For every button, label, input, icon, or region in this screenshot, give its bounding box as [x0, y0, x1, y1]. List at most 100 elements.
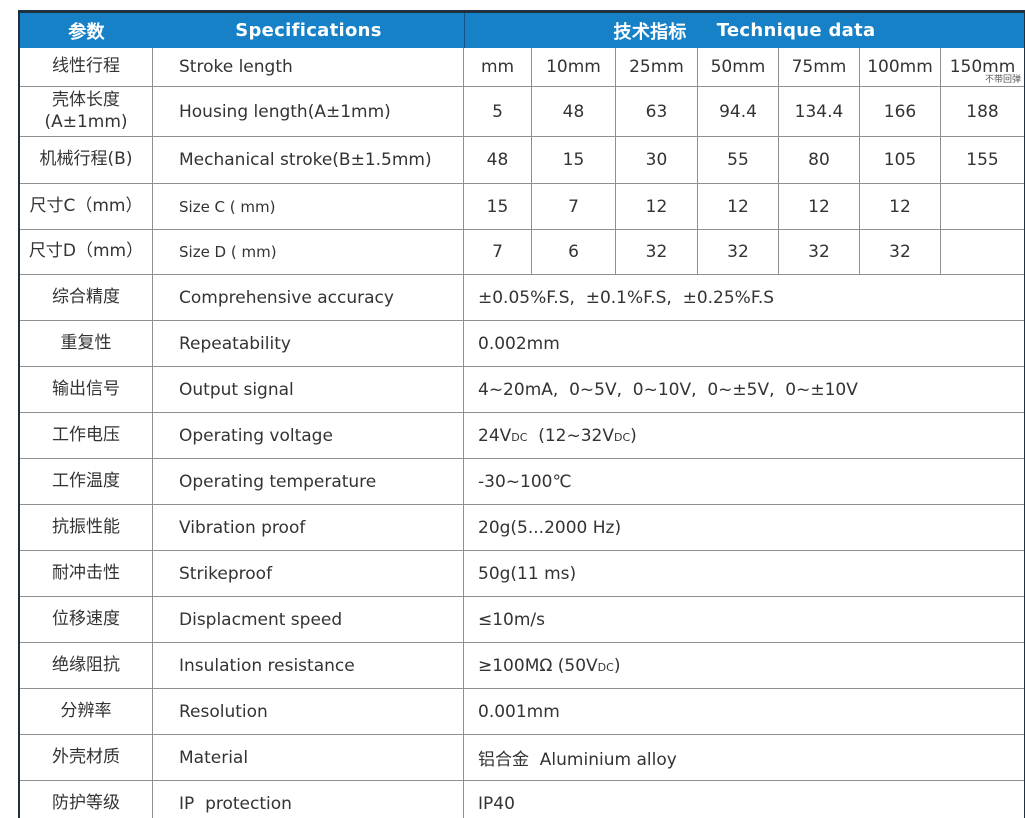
value-text: 32	[889, 242, 911, 262]
value-text: 50mm	[710, 57, 766, 77]
row-operating-temperature: 工作温度 Operating temperature -30~100℃	[20, 458, 1024, 504]
value-text: 166	[883, 101, 917, 122]
header-param: 参数	[68, 21, 105, 43]
value-text: 48	[486, 150, 509, 170]
cn-text: 位移速度	[52, 608, 120, 629]
value-cell: 4~20mA, 0~5V, 0~10V, 0~±5V, 0~±10V	[464, 367, 1024, 412]
value-text: 15	[562, 150, 585, 170]
value-text: 0.002mm	[478, 333, 560, 354]
param-en-label: IP protection	[153, 781, 464, 818]
value-text: 100mm	[867, 57, 933, 77]
cn-text: 壳体长度	[52, 90, 120, 111]
value-cell: ≤10m/s	[464, 597, 1024, 642]
param-cn-label: 工作电压	[20, 413, 153, 458]
param-cn-label: 外壳材质	[20, 735, 153, 780]
value-cell: 32	[616, 230, 698, 274]
value-text: 12	[889, 196, 911, 217]
value-text: 15	[486, 196, 509, 217]
cn-text: 工作温度	[52, 470, 120, 491]
en-text: Housing length(A±1mm)	[179, 101, 391, 122]
header-specifications: Specifications	[235, 20, 382, 41]
row-resolution: 分辨率 Resolution 0.001mm	[20, 688, 1024, 734]
param-en-label: Size D ( mm)	[153, 230, 464, 274]
param-cn-label: 线性行程	[20, 48, 153, 86]
value-cell: 94.4	[698, 87, 779, 136]
specifications-table: 参数 Specifications 技术指标 Technique data 线性…	[18, 10, 1025, 818]
value-cell: 24VDC (12~32VDC)	[464, 413, 1024, 458]
cn-text: 工作电压	[52, 424, 120, 445]
en-text: Operating voltage	[179, 425, 333, 446]
value-cells: mm 10mm 25mm 50mm 75mm 100mm 150mm 不带回弹	[464, 48, 1024, 86]
en-text: Displacment speed	[179, 609, 343, 630]
value-cell-150mm: 150mm 不带回弹	[941, 48, 1024, 86]
value-cells: 7 6 32 32 32 32	[464, 230, 1024, 274]
param-en-label: Operating temperature	[153, 459, 464, 504]
row-size-d: 尺寸D（mm） Size D ( mm) 7 6 32 32 32 32	[20, 229, 1024, 274]
row-size-c: 尺寸C（mm） Size C ( mm) 15 7 12 12 12 12	[20, 183, 1024, 229]
value-text: ±0.05%F.S, ±0.1%F.S, ±0.25%F.S	[478, 287, 775, 308]
value-text: 12	[727, 196, 749, 217]
cn-text: 外壳材质	[52, 746, 120, 767]
en-text: Size C ( mm)	[179, 197, 276, 216]
param-cn-label: 机械行程(B)	[20, 137, 153, 183]
row-comprehensive-accuracy: 综合精度 Comprehensive accuracy ±0.05%F.S, ±…	[20, 274, 1024, 320]
value-text: 94.4	[719, 101, 757, 122]
value-cell: 166	[860, 87, 941, 136]
value-cell: 0.001mm	[464, 689, 1024, 734]
param-en-label: Operating voltage	[153, 413, 464, 458]
table-header-row: 参数 Specifications 技术指标 Technique data	[20, 13, 1024, 48]
row-strikeproof: 耐冲击性 Strikeproof 50g(11 ms)	[20, 550, 1024, 596]
en-text: Material	[179, 747, 249, 768]
value-text: 12	[645, 196, 668, 217]
value-cell: 7	[464, 230, 532, 274]
row-material: 外壳材质 Material 铝合金 Aluminium alloy	[20, 734, 1024, 780]
param-en-label: Vibration proof	[153, 505, 464, 550]
param-en-label: Size C ( mm)	[153, 184, 464, 229]
cn-text: 机械行程(B)	[39, 149, 133, 170]
value-text: 6	[568, 242, 579, 262]
value-cell: 32	[779, 230, 860, 274]
value-text: 32	[645, 242, 668, 262]
param-cn-label: 工作温度	[20, 459, 153, 504]
row-vibration-proof: 抗振性能 Vibration proof 20g(5...2000 Hz)	[20, 504, 1024, 550]
value-cell: -30~100℃	[464, 459, 1024, 504]
value-cell	[941, 230, 1024, 274]
en-text: Comprehensive accuracy	[179, 287, 394, 308]
cn-text: 线性行程	[52, 56, 120, 77]
en-text: Operating temperature	[179, 471, 377, 492]
param-en-label: Comprehensive accuracy	[153, 275, 464, 320]
value-text: 155	[966, 150, 999, 170]
cn-text: 综合精度	[52, 286, 120, 307]
value-text: 25mm	[629, 57, 684, 77]
en-text: Resolution	[179, 701, 268, 722]
param-en-label: Repeatability	[153, 321, 464, 366]
cn-text: 绝缘阻抗	[52, 654, 120, 675]
value-text: 63	[645, 101, 668, 122]
header-tech-en: Technique data	[716, 20, 876, 41]
param-en-label: Displacment speed	[153, 597, 464, 642]
value-text: 150mm	[949, 57, 1016, 77]
param-cn-label: 分辨率	[20, 689, 153, 734]
value-cell: 75mm	[779, 48, 860, 86]
value-text: ≥100MΩ (50VDC)	[478, 655, 621, 676]
cn-text: 抗振性能	[52, 516, 120, 537]
value-cell: 15	[464, 184, 532, 229]
value-text: 7	[568, 196, 579, 217]
param-en-label: Mechanical stroke(B±1.5mm)	[153, 137, 464, 183]
en-text: Size D ( mm)	[179, 243, 277, 261]
cn-text: 尺寸D（mm）	[28, 241, 144, 262]
value-text: -30~100℃	[478, 471, 572, 492]
value-text: 10mm	[546, 57, 601, 77]
param-cn-label: 重复性	[20, 321, 153, 366]
en-text: IP protection	[179, 793, 292, 814]
value-text: 30	[645, 150, 668, 170]
value-text: 7	[492, 242, 503, 262]
value-text: ≤10m/s	[478, 609, 546, 630]
value-cell: 105	[860, 137, 941, 183]
param-en-label: Material	[153, 735, 464, 780]
value-cells: 15 7 12 12 12 12	[464, 184, 1024, 229]
row-mechanical-stroke: 机械行程(B) Mechanical stroke(B±1.5mm) 48 15…	[20, 136, 1024, 183]
cn-text: 分辨率	[60, 700, 112, 721]
en-text: Mechanical stroke(B±1.5mm)	[179, 150, 432, 170]
